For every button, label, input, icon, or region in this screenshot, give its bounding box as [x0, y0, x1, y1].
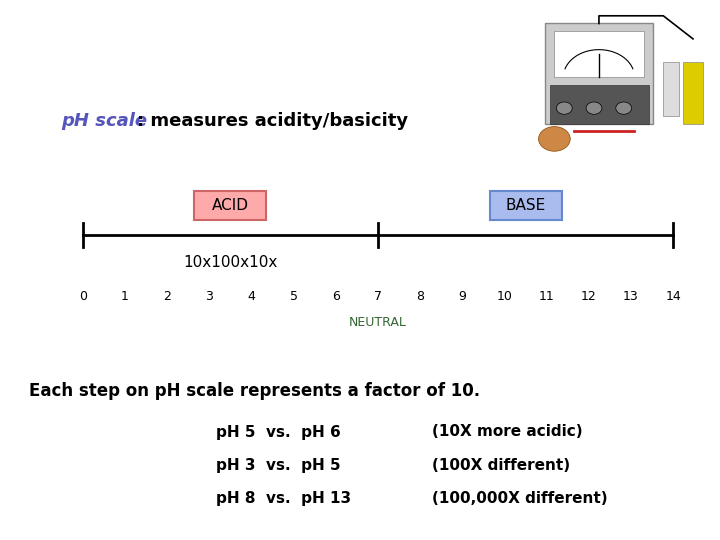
Text: 14: 14 — [665, 291, 681, 303]
Bar — [550, 85, 649, 124]
Text: 2: 2 — [163, 291, 171, 303]
Circle shape — [616, 102, 631, 114]
Text: pH scale: pH scale — [61, 112, 148, 131]
Text: 13: 13 — [623, 291, 639, 303]
Text: 11: 11 — [539, 291, 554, 303]
FancyBboxPatch shape — [194, 191, 266, 220]
Circle shape — [539, 126, 570, 151]
Bar — [683, 62, 703, 124]
Text: 3: 3 — [205, 291, 213, 303]
Text: 0: 0 — [78, 291, 87, 303]
Text: 4: 4 — [248, 291, 256, 303]
Text: 7: 7 — [374, 291, 382, 303]
Text: pH 3  vs.  pH 5: pH 3 vs. pH 5 — [216, 458, 341, 473]
Text: : measures acidity/basicity: : measures acidity/basicity — [137, 112, 408, 131]
Text: BASE: BASE — [505, 198, 546, 213]
Text: 8: 8 — [416, 291, 424, 303]
Bar — [554, 31, 644, 77]
Text: pH 8  vs.  pH 13: pH 8 vs. pH 13 — [216, 491, 351, 507]
Text: Each step on pH scale represents a factor of 10.: Each step on pH scale represents a facto… — [29, 382, 480, 401]
Text: ACID: ACID — [212, 198, 249, 213]
Text: 1: 1 — [121, 291, 129, 303]
FancyBboxPatch shape — [490, 191, 562, 220]
Text: NEUTRAL: NEUTRAL — [349, 316, 407, 329]
Text: 6: 6 — [332, 291, 340, 303]
Circle shape — [557, 102, 572, 114]
Bar — [663, 62, 679, 116]
Text: pH 5  vs.  pH 6: pH 5 vs. pH 6 — [216, 424, 341, 440]
Text: (100,000X different): (100,000X different) — [432, 491, 608, 507]
Text: 9: 9 — [459, 291, 467, 303]
Bar — [544, 23, 654, 124]
Text: 12: 12 — [581, 291, 597, 303]
Text: 5: 5 — [289, 291, 297, 303]
Text: 10: 10 — [497, 291, 513, 303]
Text: 10x100x10x: 10x100x10x — [183, 255, 278, 271]
Circle shape — [586, 102, 602, 114]
Text: (100X different): (100X different) — [432, 458, 570, 473]
Text: (10X more acidic): (10X more acidic) — [432, 424, 582, 440]
